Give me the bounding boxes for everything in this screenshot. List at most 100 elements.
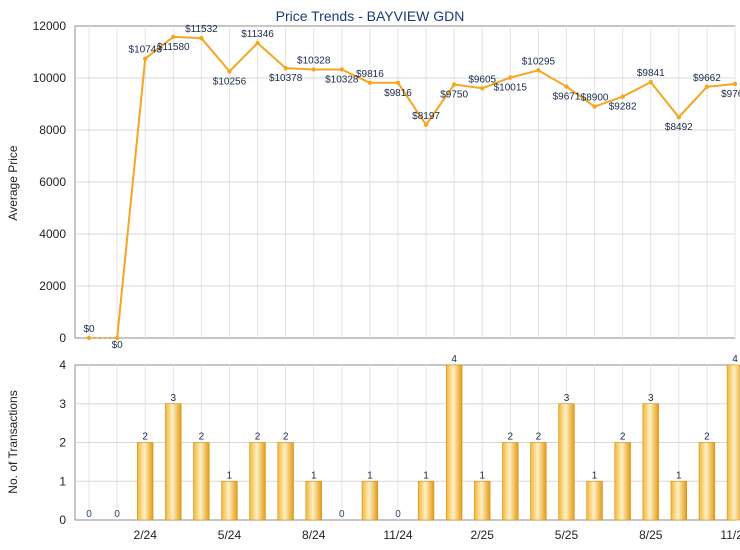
transactions-tick-label: 4 [59, 358, 66, 372]
transaction-bar [614, 442, 631, 521]
transaction-data-label: 2 [255, 432, 261, 443]
x-tick-label: 11/24 [383, 528, 412, 542]
price-data-label: $9671 [553, 92, 581, 103]
x-tick-label: 8/25 [639, 528, 663, 542]
price-tick-label: 0 [59, 331, 66, 345]
price-point [480, 86, 485, 91]
price-data-label: $9605 [468, 74, 496, 85]
x-tick-label: 11/25 [720, 528, 740, 542]
transaction-data-label: 1 [676, 470, 682, 481]
price-data-label: $10328 [297, 55, 331, 66]
price-point [143, 56, 148, 61]
transaction-data-label: 1 [311, 470, 317, 481]
transaction-bar [502, 442, 519, 521]
price-tick-label: 10000 [33, 71, 67, 85]
price-point [339, 67, 345, 72]
price-line-segment [678, 86, 708, 118]
transaction-data-label: 1 [423, 470, 429, 481]
transaction-bar [558, 403, 575, 521]
transactions-tick-label: 2 [59, 436, 66, 450]
transaction-bar [445, 364, 463, 521]
price-tick-label: 12000 [33, 19, 67, 33]
transaction-bar [530, 442, 547, 521]
transaction-data-label: 1 [592, 470, 598, 481]
transaction-bar [249, 442, 266, 521]
transaction-bar [361, 480, 379, 521]
transaction-data-label: 1 [479, 470, 485, 481]
x-tick-label: 5/25 [555, 528, 579, 542]
price-point [114, 335, 120, 341]
price-data-label: $9816 [356, 69, 384, 80]
price-point [199, 35, 204, 41]
price-data-label: $9841 [637, 68, 665, 79]
price-data-label: $0 [83, 324, 95, 335]
price-data-label: $10256 [213, 76, 247, 87]
transaction-bar [698, 442, 716, 521]
transactions-tick-label: 3 [59, 397, 66, 411]
price-data-label: $9816 [384, 88, 412, 99]
price-line-segment [116, 58, 147, 339]
price-point [508, 75, 513, 80]
transaction-bar [305, 480, 322, 521]
price-data-label: $10743 [129, 45, 163, 56]
price-line-segment [341, 68, 371, 84]
transaction-bar [586, 480, 603, 521]
transaction-data-label: 2 [283, 432, 289, 443]
price-data-label: $8492 [665, 122, 693, 133]
price-tick-label: 4000 [39, 227, 66, 241]
price-data-label: $10295 [522, 56, 556, 67]
price-tick-label: 2000 [39, 279, 66, 293]
transaction-data-label: 4 [732, 354, 738, 365]
price-point [592, 104, 597, 109]
transaction-bar [165, 403, 182, 521]
price-line-segment [510, 69, 539, 79]
price-axis-label: Average Price [6, 145, 20, 220]
price-point [676, 115, 682, 120]
price-point [283, 65, 288, 71]
price-data-label: $10015 [494, 83, 528, 94]
price-data-label: $11346 [241, 29, 274, 40]
price-line-segment [565, 85, 596, 108]
price-data-label: $10378 [269, 73, 303, 84]
price-point [423, 122, 429, 128]
transaction-data-label: 1 [227, 470, 233, 481]
price-point [564, 84, 569, 89]
x-tick-label: 5/24 [218, 528, 242, 542]
price-data-label: $0 [112, 340, 124, 351]
price-line-segment [256, 42, 287, 69]
transaction-data-label: 2 [508, 432, 514, 443]
price-line-segment [622, 81, 652, 98]
transaction-bar [670, 480, 687, 521]
chart-title: Price Trends - BAYVIEW GDN [276, 8, 465, 24]
price-line-segment [706, 83, 736, 88]
price-line-segment [454, 83, 483, 90]
x-tick-label: 2/24 [134, 528, 158, 542]
price-line-segment [481, 76, 511, 90]
price-line-segment [144, 36, 174, 60]
price-data-label: $9662 [693, 73, 721, 84]
price-point [255, 40, 260, 46]
price-point [536, 68, 541, 73]
transaction-data-label: 4 [451, 354, 457, 365]
price-data-label: $11532 [185, 24, 218, 35]
price-point [367, 80, 373, 85]
price-data-label: $11580 [157, 42, 190, 53]
transaction-bar [137, 442, 154, 521]
x-tick-label: 2/25 [471, 528, 495, 542]
transactions-tick-label: 1 [59, 474, 66, 488]
transaction-bar [277, 442, 294, 521]
transactions-tick-label: 0 [59, 513, 66, 527]
price-point [620, 94, 625, 99]
price-point [227, 69, 232, 74]
x-tick-label: 8/24 [302, 528, 326, 542]
price-line-segment [397, 82, 427, 126]
price-tick-label: 8000 [39, 123, 66, 137]
price-line-segment [537, 69, 567, 88]
transaction-data-label: 0 [86, 509, 92, 520]
transaction-bar [221, 480, 238, 521]
transaction-data-label: 3 [564, 393, 570, 404]
transaction-bar [193, 442, 210, 521]
transaction-data-label: 2 [536, 432, 542, 443]
